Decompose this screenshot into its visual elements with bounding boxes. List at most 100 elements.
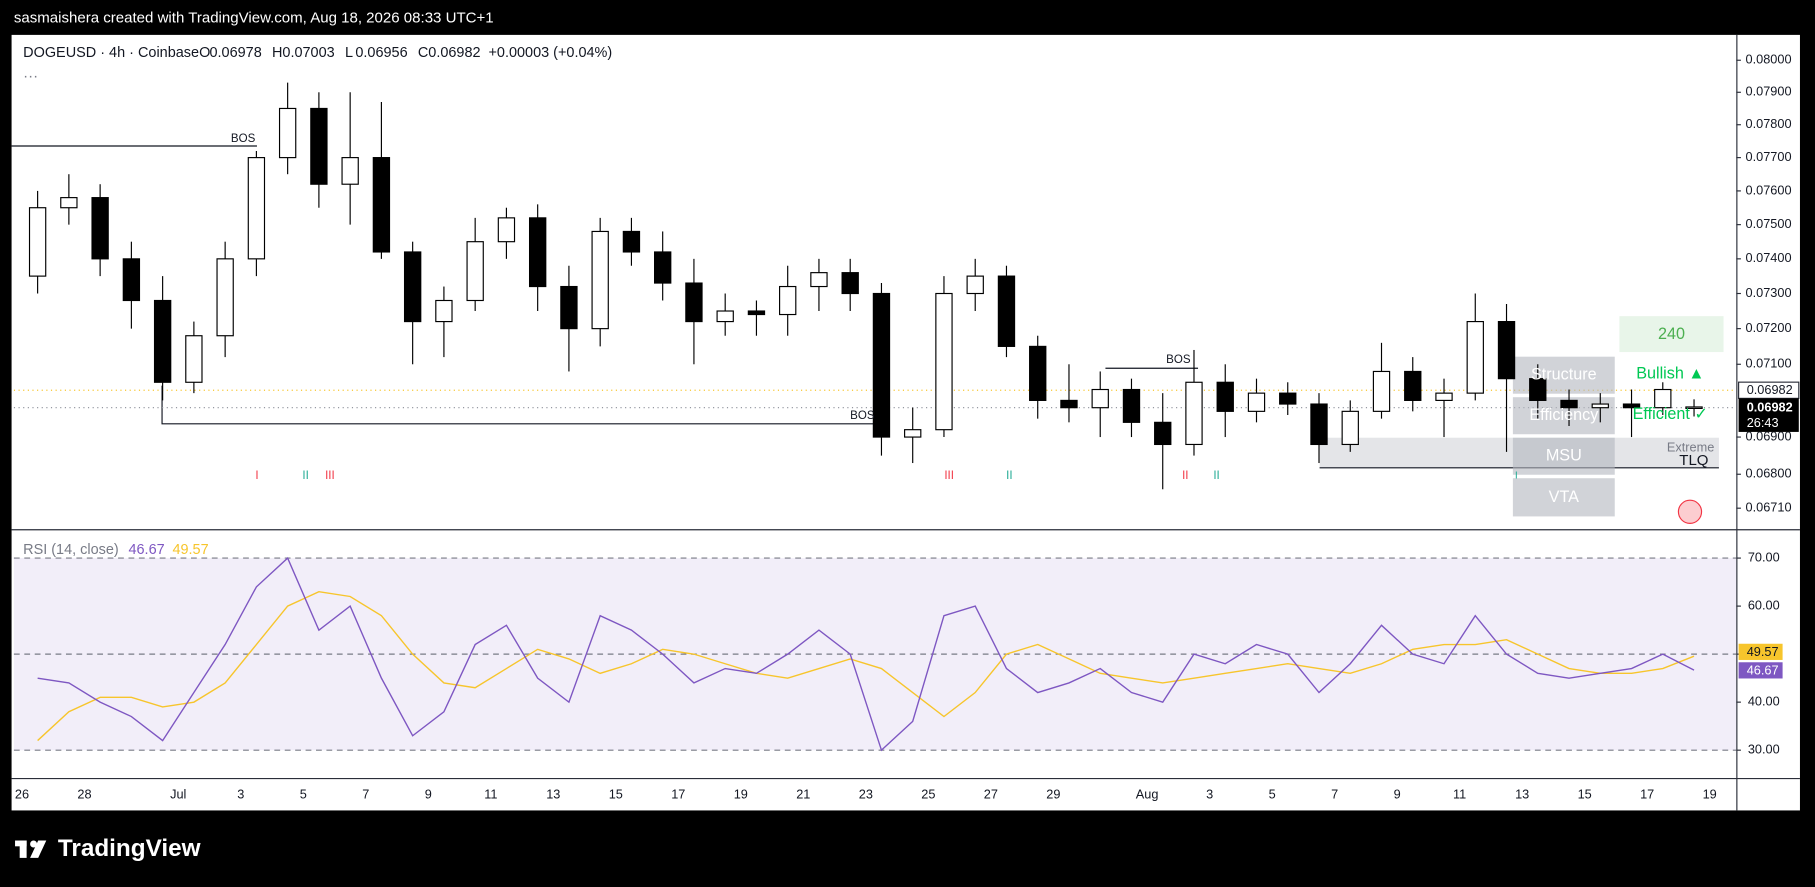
candle-body (841, 272, 859, 295)
timeframe-cell (1619, 316, 1724, 353)
x-tick-label: Jul (170, 787, 186, 802)
rsi-badge-label: 49.57 (1747, 644, 1779, 659)
x-tick-label: 29 (1046, 787, 1060, 802)
price-change: +0.00003 (+0.04%) (488, 45, 612, 61)
x-tick-label: 15 (1578, 787, 1592, 802)
x-tick-label: 15 (609, 787, 623, 802)
flag-icon[interactable] (1677, 499, 1703, 524)
candle-body (1091, 388, 1109, 409)
last-price-badge (1738, 398, 1799, 432)
candle-body (685, 282, 703, 323)
x-tick-label: 11 (484, 787, 497, 802)
rsi-line (37, 590, 1695, 742)
candle-body (1216, 381, 1234, 412)
candle-body (60, 197, 78, 209)
rsi-line (37, 556, 1695, 752)
x-tick-label: 5 (1269, 787, 1276, 802)
rsi-badge (1738, 662, 1783, 679)
candle-body (310, 107, 328, 185)
candle-body (1404, 370, 1422, 401)
x-tick-label: 11 (1453, 787, 1466, 802)
annotation: BOS (1166, 354, 1191, 366)
panel-cell (1512, 478, 1615, 517)
candle-body (560, 285, 578, 330)
x-tick-label: 9 (1394, 787, 1401, 802)
x-tick-label: 7 (362, 787, 369, 802)
annotation: Structure (1531, 365, 1597, 383)
candle-body (1279, 392, 1297, 405)
candle-body (779, 285, 797, 316)
last-price-label: 0.06982 (1747, 400, 1793, 415)
candle-body (1529, 378, 1547, 401)
candle-body (872, 292, 891, 438)
candle-body (372, 157, 391, 253)
more-dots[interactable]: ··· (23, 68, 38, 85)
annotation: BOS (850, 410, 875, 422)
x-tick-label: 17 (1640, 787, 1654, 802)
ohlc-label: H (272, 45, 282, 61)
annotation: MSU (1546, 447, 1582, 465)
candle-body (1591, 403, 1609, 409)
rsi-title: RSI (14, close) (23, 542, 119, 558)
y-tick-label: 0.07100 (1746, 356, 1792, 371)
annotation: Bullish ▲ (1636, 364, 1704, 382)
rsi-badge-label: 46.67 (1747, 662, 1779, 677)
annotation: TLQ (1679, 452, 1708, 469)
candle-body (122, 258, 141, 302)
x-tick-label: 27 (984, 787, 998, 802)
y-tick-label: 0.07400 (1746, 250, 1792, 265)
x-tick-label: 25 (921, 787, 935, 802)
candle-body (28, 207, 47, 277)
x-tick-label: Aug (1136, 787, 1159, 802)
candle-body (747, 310, 766, 316)
x-tick-label: 26 (15, 787, 29, 802)
rsi-badge (1738, 643, 1783, 660)
candle-body (403, 251, 422, 323)
annotation: I (255, 470, 258, 482)
x-tick-label: 21 (796, 787, 810, 802)
x-tick-label: 19 (734, 787, 748, 802)
annotation: II (1006, 470, 1012, 482)
candle-body (1029, 345, 1047, 401)
candle-body (591, 230, 609, 330)
candle-body (997, 275, 1016, 347)
annotation: II (1213, 470, 1219, 482)
x-tick-label: 3 (237, 787, 244, 802)
logo-part (30, 840, 47, 858)
y-tick-label: 0.07600 (1746, 182, 1792, 197)
logo (15, 840, 47, 858)
annotation: I (1515, 471, 1518, 482)
candle-body (1560, 399, 1578, 409)
candle-body (904, 429, 922, 438)
chart-area (11, 34, 1800, 811)
y-tick-label: 0.08000 (1746, 52, 1792, 67)
candle-body (1435, 392, 1453, 401)
y-tick-label: 40.00 (1748, 694, 1780, 709)
candle-body (810, 272, 828, 288)
annotation: III (944, 470, 954, 482)
candle-body (466, 241, 484, 302)
symbol-title: DOGEUSD · 4h · Coinbase (23, 45, 199, 61)
x-tick-label: 19 (1703, 787, 1717, 802)
candle-body (247, 157, 266, 260)
ohlc-value: 0.07003 (282, 45, 334, 61)
y-tick-label: 0.06800 (1746, 466, 1792, 481)
candle-body (1685, 406, 1703, 410)
candle-body (1247, 392, 1266, 412)
candle-body (1310, 403, 1328, 446)
annotation: VTA (1549, 488, 1579, 506)
candle-body (1060, 399, 1078, 409)
x-tick-label: 7 (1331, 787, 1338, 802)
candle-body (716, 310, 734, 323)
x-tick-label: 23 (859, 787, 873, 802)
annotation: Extreme (1667, 439, 1714, 454)
y-tick-label: 0.07800 (1746, 116, 1792, 131)
y-tick-label: 0.07500 (1746, 216, 1792, 231)
candle-body (528, 217, 547, 288)
candle-body (1497, 320, 1516, 380)
x-tick-label: 9 (425, 787, 432, 802)
candle-body (1372, 370, 1391, 412)
annotation: III (325, 470, 335, 482)
